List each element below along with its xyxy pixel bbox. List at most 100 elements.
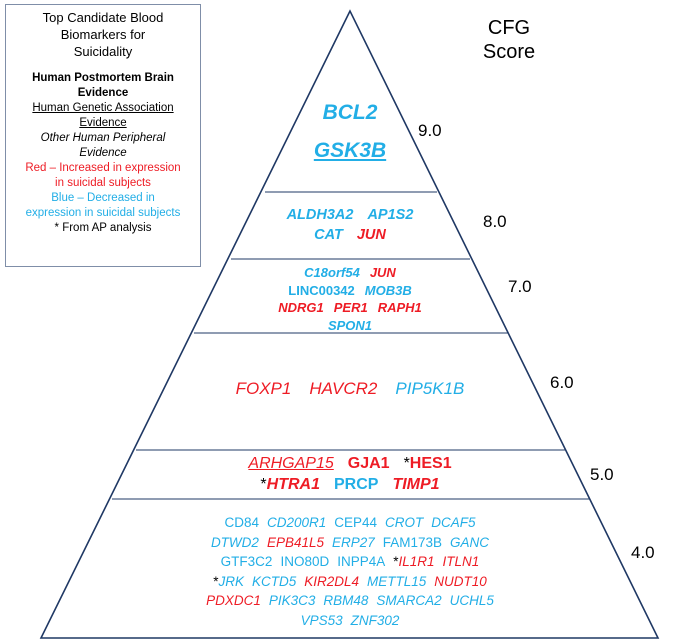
ap-asterisk: * xyxy=(393,554,399,569)
gene-name: INPP4A xyxy=(337,554,386,569)
gene-label: BCL2 xyxy=(323,94,378,132)
gene-label: CEP44 xyxy=(334,513,377,533)
gene-label: FOXP1 xyxy=(236,378,292,400)
gene-label: NDRG1 xyxy=(278,299,324,317)
gene-label: PRCP xyxy=(334,474,378,495)
gene-label: SMARCA2 xyxy=(376,591,441,611)
gene-label: PDXDC1 xyxy=(206,591,261,611)
gene-name: SPON1 xyxy=(327,317,373,333)
gene-row: CD84 CD200R1 CEP44 CROT DCAF5 xyxy=(0,513,678,533)
gene-label: ALDH3A2 xyxy=(287,205,354,225)
gene-name: HAVCR2 xyxy=(309,379,378,398)
gene-name: HTRA1 xyxy=(266,476,320,493)
ap-asterisk: * xyxy=(403,455,410,472)
gene-name: ARHGAP15 xyxy=(248,455,334,472)
pyramid-outline xyxy=(39,9,660,639)
gene-name: EPB41L5 xyxy=(266,534,324,550)
legend-ap-note: * From AP analysis xyxy=(54,222,152,234)
gene-label: C18orf54 xyxy=(304,264,360,282)
gene-name: KCTD5 xyxy=(251,573,297,589)
cfg-score-label: 6.0 xyxy=(550,373,574,392)
gene-label: PIP5K1B xyxy=(395,378,464,400)
legend-brain-evidence: Human Postmortem Brain Evidence xyxy=(32,72,174,99)
gene-row: LINC00342 MOB3B xyxy=(0,282,678,300)
gene-row: GSK3B xyxy=(0,132,678,170)
gene-label: ERP27 xyxy=(332,533,375,553)
tier-4: FOXP1 HAVCR2 PIP5K1B xyxy=(0,378,678,400)
cfg-score-label: 9.0 xyxy=(418,121,442,140)
gene-row: VPS53 ZNF302 xyxy=(0,611,678,631)
gene-name: INO80D xyxy=(280,554,330,569)
gene-label: KCTD5 xyxy=(252,572,296,592)
gene-name: FOXP1 xyxy=(235,379,292,398)
gene-name: ZNF302 xyxy=(350,612,400,628)
gene-label: GANC xyxy=(450,533,489,553)
gene-label: TIMP1 xyxy=(392,474,439,495)
gene-label: PIK3C3 xyxy=(269,591,316,611)
gene-name: KIR2DL4 xyxy=(304,573,360,589)
gene-label: SPON1 xyxy=(328,317,372,335)
gene-row: DTWD2 EPB41L5 ERP27 FAM173B GANC xyxy=(0,533,678,553)
gene-row: SPON1 xyxy=(0,317,678,335)
gene-label: INPP4A xyxy=(337,552,385,572)
gene-name: PRCP xyxy=(334,476,379,493)
gene-label: CROT xyxy=(385,513,423,533)
gene-name: ERP27 xyxy=(331,534,375,550)
gene-name: RAPH1 xyxy=(377,300,422,315)
gene-label: *JRK xyxy=(213,572,244,592)
tier-6: CD84 CD200R1 CEP44 CROT DCAF5 DTWD2 EPB41L5 ERP… xyxy=(0,513,678,630)
gene-label: GJA1 xyxy=(348,453,390,474)
gene-label: HAVCR2 xyxy=(309,378,377,400)
legend-genetic-evidence: Human Genetic Association Evidence xyxy=(32,102,174,129)
gene-label: PER1 xyxy=(334,299,368,317)
gene-label: AP1S2 xyxy=(367,205,413,225)
gene-label: CD84 xyxy=(224,513,259,533)
gene-name: VPS53 xyxy=(300,612,343,628)
cfg-score-label: 7.0 xyxy=(508,277,532,296)
gene-name: PIK3C3 xyxy=(268,593,316,608)
legend-peripheral-evidence: Other Human Peripheral Evidence xyxy=(40,132,166,159)
cfg-score-label: 5.0 xyxy=(590,465,614,484)
gene-name: JUN xyxy=(369,265,396,280)
gene-name: GJA1 xyxy=(347,455,390,472)
gene-row: ALDH3A2 AP1S2 xyxy=(0,205,678,225)
gene-name: NDRG1 xyxy=(278,300,324,315)
gene-label: *HES1 xyxy=(404,453,452,474)
gene-name: PDXDC1 xyxy=(206,593,261,608)
cfg-score-label: 8.0 xyxy=(483,212,507,231)
gene-label: ARHGAP15 xyxy=(248,453,333,474)
gene-label: DTWD2 xyxy=(211,533,259,553)
gene-name: METTL15 xyxy=(367,573,427,589)
gene-name: CROT xyxy=(385,515,424,530)
gene-label: FAM173B xyxy=(383,533,442,553)
gene-label: DCAF5 xyxy=(431,513,475,533)
gene-name: MOB3B xyxy=(364,282,412,298)
gene-row: FOXP1 HAVCR2 PIP5K1B xyxy=(0,378,678,400)
gene-name: HES1 xyxy=(409,455,452,472)
gene-name: ITLN1 xyxy=(442,554,480,569)
gene-name: GTF3C2 xyxy=(220,554,273,569)
gene-name: JRK xyxy=(218,573,244,589)
gene-name: SMARCA2 xyxy=(376,593,442,608)
gene-name: RBM48 xyxy=(323,593,369,608)
gene-row: *HTRA1 PRCP TIMP1 xyxy=(0,474,678,495)
gene-name: IL1R1 xyxy=(398,554,435,569)
gene-label: CAT xyxy=(314,225,343,245)
cfg-score-header: CFG Score xyxy=(482,17,536,63)
gene-label: RBM48 xyxy=(323,591,368,611)
gene-label: LINC00342 xyxy=(288,282,354,300)
gene-name: TIMP1 xyxy=(392,476,440,493)
gene-label: VPS53 xyxy=(301,611,343,631)
gene-name: LINC00342 xyxy=(288,282,355,298)
gene-row: BCL2 xyxy=(0,94,678,132)
gene-name: PIP5K1B xyxy=(395,379,465,398)
gene-name: BCL2 xyxy=(322,101,378,124)
gene-label: UCHL5 xyxy=(450,591,494,611)
gene-row: *JRK KCTD5 KIR2DL4 METTL15 NUDT10 xyxy=(0,572,678,592)
gene-name: AP1S2 xyxy=(367,207,414,223)
gene-label: JUN xyxy=(357,225,386,245)
gene-label: RAPH1 xyxy=(378,299,422,317)
gene-label: ZNF302 xyxy=(351,611,400,631)
gene-name: C18orf54 xyxy=(304,265,360,280)
